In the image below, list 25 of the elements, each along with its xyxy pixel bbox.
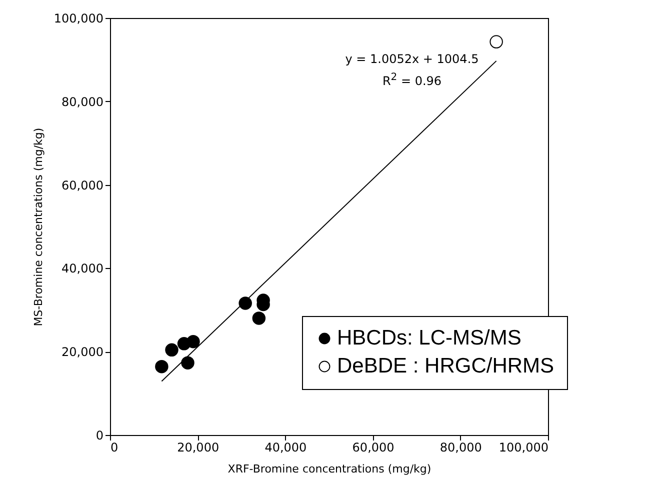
point — [181, 356, 194, 370]
x-tick-label: 20,000 — [177, 440, 220, 454]
annotation: y = 1.0052x + 1004.5 — [344, 52, 480, 66]
x-tick-label: 60,000 — [352, 440, 394, 454]
x-tick-label: 100,000 — [498, 440, 548, 454]
point — [165, 343, 178, 357]
y-tick-label: 20,000 — [62, 345, 104, 360]
x-tick-label: 0 — [110, 440, 118, 454]
point — [490, 35, 503, 48]
legend-label: HBCDs: LC-MS/MS — [337, 326, 522, 350]
y-axis-title: MS-Bromine concentrations (mg/kg) — [32, 128, 45, 326]
legend-label: DeBDE : HRGC/HRMS — [337, 354, 554, 378]
x-axis-title: XRF-Bromine concentrations (mg/kg) — [228, 462, 432, 476]
y-tick-label: 60,000 — [62, 178, 104, 192]
annotation: R$^{2}$ = 0.96 — [381, 72, 443, 88]
y-tick-label: 0 — [96, 428, 104, 442]
x-tick-label: 40,000 — [264, 440, 307, 454]
y-tick-label: 80,000 — [62, 94, 104, 109]
point — [155, 360, 168, 374]
x-tick-label: 80,000 — [440, 440, 482, 454]
y-tick-label: 100,000 — [54, 12, 104, 26]
point — [252, 312, 266, 325]
point — [238, 296, 252, 310]
point — [186, 334, 200, 348]
y-tick-label: 40,000 — [62, 262, 104, 276]
